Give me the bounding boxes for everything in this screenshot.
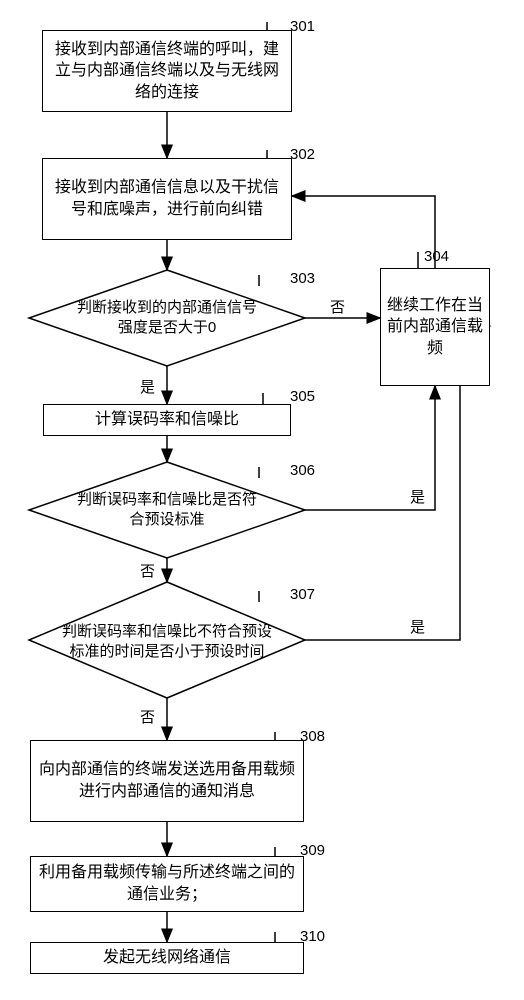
- node-302: 接收到内部通信信息以及干扰信号和底噪声，进行前向纠错: [42, 158, 292, 240]
- edge-303-yes: 是: [140, 376, 155, 397]
- label-303: 303: [290, 270, 315, 287]
- edge-307-yes: 是: [410, 616, 425, 637]
- node-310-text: 发起无线网络通信: [103, 947, 231, 969]
- node-307-text: 判断误码率和信噪比不符合预设标准的时间是否小于预设时间: [62, 622, 272, 663]
- label-308: 308: [300, 728, 325, 745]
- label-304: 304: [424, 248, 449, 265]
- node-301: 接收到内部通信终端的呼叫，建立与内部通信终端以及与无线网络的连接: [42, 30, 292, 112]
- label-307: 307: [290, 586, 315, 603]
- node-308-text: 向内部通信的终端发送选用备用载频进行内部通信的通知消息: [37, 759, 297, 802]
- node-301-text: 接收到内部通信终端的呼叫，建立与内部通信终端以及与无线网络的连接: [49, 39, 285, 104]
- node-308: 向内部通信的终端发送选用备用载频进行内部通信的通知消息: [30, 740, 304, 822]
- node-309: 利用备用载频传输与所述终端之间的通信业务；: [30, 856, 304, 912]
- node-309-text: 利用备用载频传输与所述终端之间的通信业务；: [37, 862, 297, 905]
- node-303-text: 判断接收到的内部通信信号强度是否大于0: [70, 298, 264, 339]
- node-306-text: 判断误码率和信噪比是否符合预设标准: [70, 490, 264, 531]
- edge-306-no: 否: [140, 560, 155, 581]
- node-307-text-wrap: 判断误码率和信噪比不符合预设标准的时间是否小于预设时间: [62, 606, 272, 678]
- node-303-text-wrap: 判断接收到的内部通信信号强度是否大于0: [70, 288, 264, 348]
- label-309: 309: [300, 842, 325, 859]
- node-304: 继续工作在当前内部通信载频: [380, 268, 490, 386]
- node-302-text: 接收到内部通信信息以及干扰信号和底噪声，进行前向纠错: [49, 177, 285, 220]
- label-302: 302: [290, 146, 315, 163]
- edge-303-no: 否: [330, 296, 345, 317]
- node-305-text: 计算误码率和信噪比: [95, 409, 239, 431]
- edge-306-yes: 是: [410, 486, 425, 507]
- label-310: 310: [300, 928, 325, 945]
- node-305: 计算误码率和信噪比: [43, 404, 291, 436]
- label-301: 301: [290, 18, 315, 35]
- label-305: 305: [290, 388, 315, 405]
- node-304-text: 继续工作在当前内部通信载频: [387, 295, 483, 360]
- node-310: 发起无线网络通信: [30, 942, 304, 974]
- node-306-text-wrap: 判断误码率和信噪比是否符合预设标准: [70, 480, 264, 540]
- label-306: 306: [290, 462, 315, 479]
- edge-307-no: 否: [140, 706, 155, 727]
